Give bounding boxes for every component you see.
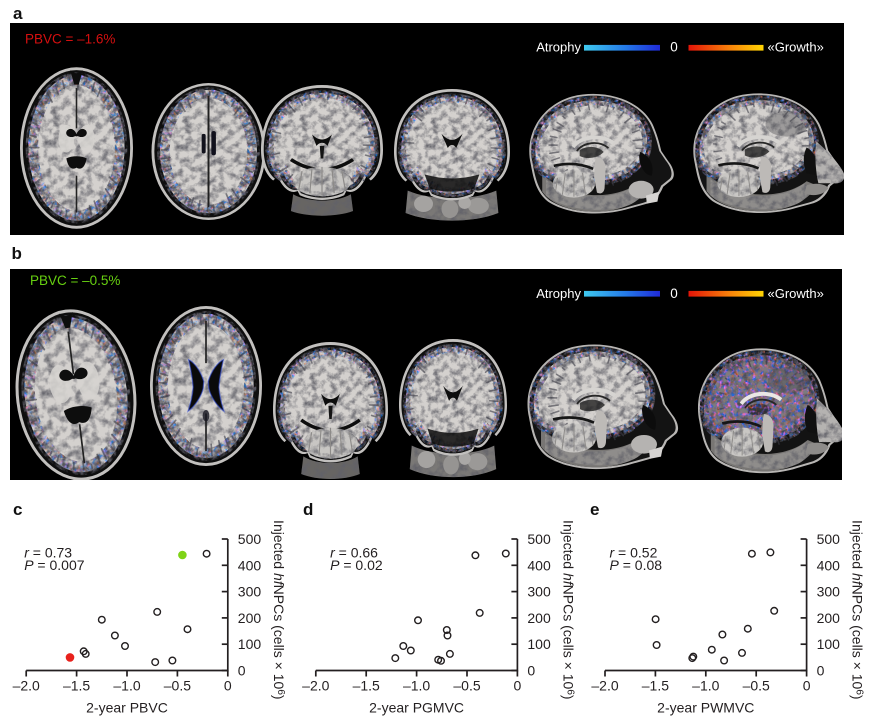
svg-text:P = 0.08: P = 0.08: [610, 557, 663, 573]
svg-text:Injected hfNPCs (cells × 106): Injected hfNPCs (cells × 106): [271, 520, 287, 700]
svg-text:–2.0: –2.0: [302, 678, 329, 694]
svg-text:–1.5: –1.5: [353, 678, 380, 694]
svg-text:Atrophy: Atrophy: [536, 286, 581, 301]
svg-text:400: 400: [238, 557, 262, 573]
svg-text:Injected hfNPCs (cells × 106): Injected hfNPCs (cells × 106): [850, 520, 866, 700]
svg-text:–1.0: –1.0: [113, 678, 140, 694]
svg-text:P = 0.007: P = 0.007: [24, 557, 85, 573]
svg-text:500: 500: [238, 531, 262, 547]
svg-text:300: 300: [238, 584, 262, 600]
svg-text:–2.0: –2.0: [591, 678, 618, 694]
svg-text:0: 0: [514, 678, 522, 694]
svg-text:0: 0: [817, 663, 825, 679]
svg-text:–1.5: –1.5: [642, 678, 669, 694]
svg-text:PBVC = –0.5%: PBVC = –0.5%: [30, 273, 120, 288]
svg-text:r = 0.52: r = 0.52: [610, 545, 658, 561]
svg-text:300: 300: [817, 584, 841, 600]
svg-text:400: 400: [527, 557, 551, 573]
svg-text:P = 0.02: P = 0.02: [330, 557, 383, 573]
svg-text:–0.5: –0.5: [743, 678, 770, 694]
svg-text:100: 100: [817, 636, 841, 652]
svg-text:200: 200: [238, 610, 262, 626]
svg-text:Injected hfNPCs (cells × 106): Injected hfNPCs (cells × 106): [560, 520, 576, 700]
svg-text:–0.5: –0.5: [453, 678, 480, 694]
svg-text:PBVC = –1.6%: PBVC = –1.6%: [25, 32, 115, 47]
svg-text:300: 300: [527, 584, 551, 600]
svg-text:2-year PGMVC: 2-year PGMVC: [369, 700, 464, 716]
svg-text:0: 0: [803, 678, 811, 694]
svg-text:r = 0.73: r = 0.73: [24, 545, 72, 561]
svg-text:–0.5: –0.5: [164, 678, 191, 694]
svg-text:0: 0: [224, 678, 232, 694]
svg-text:Atrophy: Atrophy: [536, 39, 581, 54]
svg-text:100: 100: [527, 636, 551, 652]
svg-text:«Growth»: «Growth»: [768, 39, 824, 54]
svg-text:0: 0: [670, 286, 678, 301]
svg-text:500: 500: [527, 531, 551, 547]
svg-text:–1.0: –1.0: [403, 678, 430, 694]
svg-text:0: 0: [238, 663, 246, 679]
svg-text:2-year PBVC: 2-year PBVC: [86, 700, 168, 716]
svg-text:400: 400: [817, 557, 841, 573]
svg-text:0: 0: [670, 39, 678, 54]
svg-text:–1.5: –1.5: [63, 678, 90, 694]
svg-text:200: 200: [817, 610, 841, 626]
svg-text:r = 0.66: r = 0.66: [330, 545, 378, 561]
svg-text:200: 200: [527, 610, 551, 626]
svg-text:2-year PWMVC: 2-year PWMVC: [657, 700, 754, 716]
svg-text:0: 0: [527, 663, 535, 679]
svg-text:–2.0: –2.0: [13, 678, 40, 694]
svg-text:«Growth»: «Growth»: [768, 286, 824, 301]
svg-text:100: 100: [238, 636, 262, 652]
svg-text:500: 500: [817, 531, 841, 547]
svg-text:–1.0: –1.0: [692, 678, 719, 694]
